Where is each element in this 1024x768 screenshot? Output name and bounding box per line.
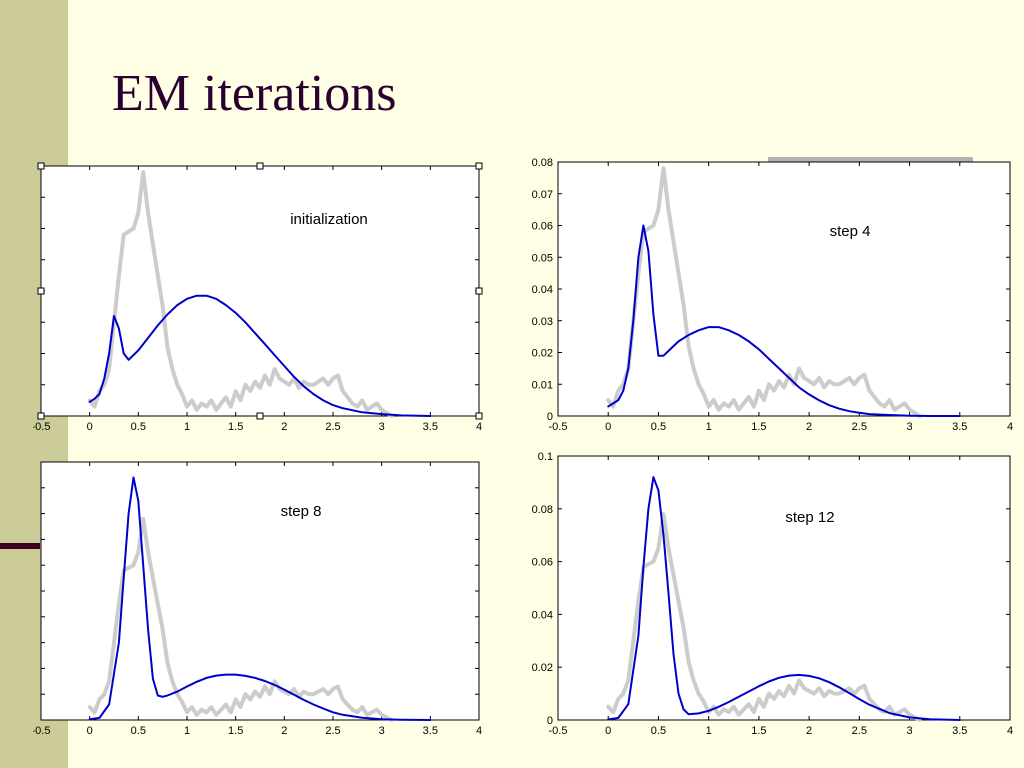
x-tick-label: 4 — [1007, 725, 1013, 737]
y-tick-label: 0.1 — [538, 451, 553, 463]
x-tick-label: 2 — [281, 421, 287, 433]
mixture-model-line — [88, 476, 432, 721]
chart-svg-0: -0.5 0 0.5 1 1.5 2 2.5 3 3.5 4 initialization — [33, 162, 483, 433]
x-tick-label: -0.5 — [33, 725, 50, 737]
mixture-model-line — [607, 476, 961, 721]
selection-handle[interactable] — [256, 162, 264, 170]
x-tick-label: 1 — [706, 725, 712, 737]
chart-panel-initialization: -0.5 0 0.5 1 1.5 2 2.5 3 3.5 4 initialization — [33, 158, 495, 440]
x-tick-label: 2.5 — [325, 725, 340, 737]
x-tick-label: 1 — [184, 725, 190, 737]
plot-area — [557, 455, 1011, 721]
x-tick-label: -0.5 — [33, 421, 50, 433]
x-tick-label: 3.5 — [423, 421, 438, 433]
x-tick-label: 1.5 — [228, 421, 243, 433]
selection-handle[interactable] — [37, 287, 45, 295]
y-tick-label: 0 — [547, 715, 553, 727]
x-tick-label: 1 — [706, 421, 712, 433]
x-tick-label: 3 — [379, 421, 385, 433]
x-tick-label: 0 — [87, 421, 93, 433]
selection-handle[interactable] — [475, 287, 483, 295]
x-tick-label: 1.5 — [751, 725, 766, 737]
x-tick-label: 0.5 — [131, 421, 146, 433]
data-histogram-line — [606, 512, 922, 722]
x-tick-label: 4 — [1007, 421, 1013, 433]
chart-svg-3: -0.5 0 0.5 1 1.5 2 2.5 3 3.5 400.020.040.060.080.… — [532, 451, 1013, 737]
x-tick-label: 0 — [605, 725, 611, 737]
y-tick-label: 0.03 — [532, 316, 553, 328]
slide-title: EM iterations — [112, 65, 397, 122]
selection-handle[interactable] — [256, 412, 264, 420]
chart-annotation: step 8 — [281, 503, 322, 520]
chart-annotation: initialization — [290, 211, 368, 228]
mixture-model-line — [88, 294, 432, 417]
y-tick-label: 0.02 — [532, 662, 553, 674]
y-tick-label: 0.06 — [532, 557, 553, 569]
selection-handle[interactable] — [475, 412, 483, 420]
x-tick-label: 4 — [476, 421, 482, 433]
data-histogram-line — [87, 170, 394, 418]
x-tick-label: 0.5 — [651, 421, 666, 433]
y-tick-label: 0.04 — [532, 609, 553, 621]
plot-area — [40, 461, 480, 721]
y-tick-label: 0 — [547, 411, 553, 423]
x-tick-label: 3 — [379, 725, 385, 737]
x-tick-label: 3 — [906, 725, 912, 737]
y-tick-label: 0.05 — [532, 252, 553, 264]
x-tick-label: 1.5 — [751, 421, 766, 433]
x-tick-label: -0.5 — [549, 725, 568, 737]
x-tick-label: 2 — [806, 725, 812, 737]
selection-handle[interactable] — [37, 162, 45, 170]
data-histogram-line — [606, 166, 922, 418]
x-tick-label: 0 — [87, 725, 93, 737]
x-tick-label: 2 — [806, 421, 812, 433]
y-tick-label: 0.06 — [532, 221, 553, 233]
x-tick-label: 3.5 — [952, 421, 967, 433]
x-tick-label: 3 — [906, 421, 912, 433]
x-tick-label: 1 — [184, 421, 190, 433]
slide-accent-rule — [0, 543, 40, 549]
x-tick-label: 2 — [281, 725, 287, 737]
y-tick-label: 0.07 — [532, 189, 553, 201]
chart-svg-1: -0.5 0 0.5 1 1.5 2 2.5 3 3.5 400.010.020.030.040.… — [532, 158, 1013, 433]
data-histogram-line — [87, 516, 394, 722]
x-tick-label: 4 — [476, 725, 482, 737]
decorative-gray-bar — [768, 157, 973, 163]
selection-handle[interactable] — [475, 162, 483, 170]
chart-svg-2: -0.5 0 0.5 1 1.5 2 2.5 3 3.5 4 step 8 — [33, 461, 482, 737]
y-tick-label: 0.08 — [532, 158, 553, 169]
chart-panel-step-8: -0.5 0 0.5 1 1.5 2 2.5 3 3.5 4 step 8 — [33, 448, 495, 748]
selection-handle[interactable] — [37, 412, 45, 420]
x-tick-label: 0 — [605, 421, 611, 433]
x-tick-label: 2.5 — [325, 421, 340, 433]
y-tick-label: 0.04 — [532, 284, 553, 296]
y-tick-label: 0.08 — [532, 504, 553, 516]
plot-area — [40, 165, 480, 417]
x-tick-label: 2.5 — [852, 421, 867, 433]
chart-panel-step-4: -0.5 0 0.5 1 1.5 2 2.5 3 3.5 4 0 0.01 0.02 0.03 0.04 0.… — [510, 158, 1024, 440]
chart-annotation: step 12 — [785, 509, 834, 526]
chart-annotation: step 4 — [830, 223, 871, 240]
chart-panel-step-12: -0.5 0 0.5 1 1.5 2 2.5 3 3.5 4 0 0.02 0.04 0.06 0.08 0.… — [510, 448, 1024, 748]
y-tick-label: 0.02 — [532, 348, 553, 360]
x-tick-label: -0.5 — [549, 421, 568, 433]
x-tick-label: 0.5 — [651, 725, 666, 737]
mixture-model-line — [607, 224, 961, 417]
x-tick-label: 1.5 — [228, 725, 243, 737]
y-tick-label: 0.01 — [532, 379, 553, 391]
x-tick-label: 3.5 — [423, 725, 438, 737]
x-tick-label: 2.5 — [852, 725, 867, 737]
x-tick-label: 3.5 — [952, 725, 967, 737]
x-tick-label: 0.5 — [131, 725, 146, 737]
